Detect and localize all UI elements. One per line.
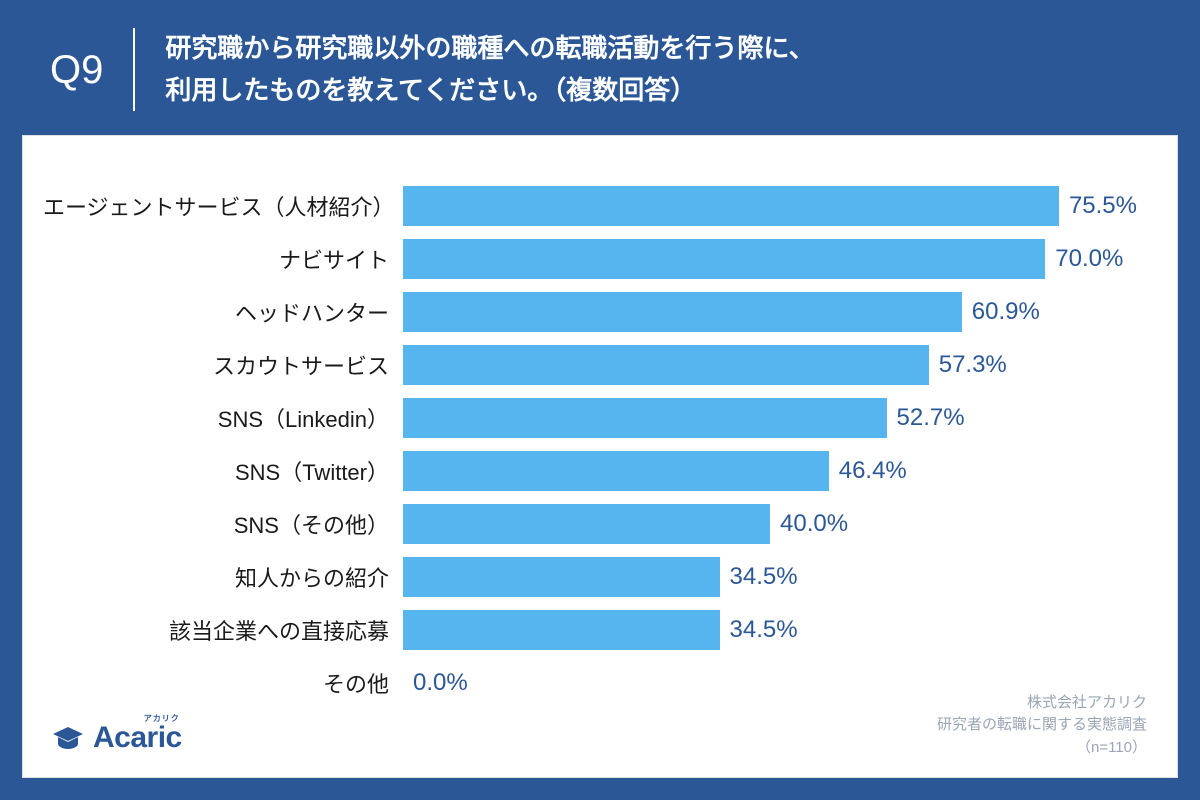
bar-fill: [403, 186, 1059, 226]
bar-row: エージェントサービス（人材紹介） 75.5%: [43, 186, 1137, 226]
bar-row: ヘッドハンター 60.9%: [43, 292, 1137, 332]
bar-row: SNS（Twitter） 46.4%: [43, 451, 1137, 491]
category-label: エージェントサービス（人材紹介）: [43, 190, 403, 222]
bar-fill: [403, 398, 887, 438]
logo-ruby: アカリク: [144, 713, 180, 724]
category-label: SNS（Twitter）: [43, 455, 403, 487]
bar-row: SNS（Linkedin） 52.7%: [43, 398, 1137, 438]
question-number: Q9: [50, 28, 135, 111]
bar-fill: [403, 504, 770, 544]
graduation-cap-icon: [51, 725, 85, 751]
bar-fill: [403, 239, 1045, 279]
question-header: Q9 研究職から研究職以外の職種への転職活動を行う際に、 利用したものを教えてく…: [0, 0, 1200, 135]
logo-text: Acaric アカリク: [93, 721, 182, 755]
bar-row: スカウトサービス 57.3%: [43, 345, 1137, 385]
bar-fill: [403, 345, 929, 385]
bar-chart: エージェントサービス（人材紹介） 75.5% ナビサイト 70.0% ヘッドハンター 60…: [43, 166, 1137, 703]
bar-track: 57.3%: [403, 345, 1137, 385]
bar-track: 40.0%: [403, 504, 1137, 544]
category-label: SNS（Linkedin）: [43, 402, 403, 434]
category-label: 知人からの紹介: [43, 561, 403, 593]
bar-track: 34.5%: [403, 557, 1137, 597]
chart-panel: エージェントサービス（人材紹介） 75.5% ナビサイト 70.0% ヘッドハンター 60…: [22, 135, 1178, 778]
bar-fill: [403, 557, 720, 597]
category-label: ヘッドハンター: [43, 296, 403, 328]
bar-track: 34.5%: [403, 610, 1137, 650]
value-label: 34.5%: [730, 616, 798, 644]
category-label: スカウトサービス: [43, 349, 403, 381]
brand-logo: Acaric アカリク: [51, 721, 182, 755]
bar-track: 70.0%: [403, 239, 1137, 279]
source-footer: 株式会社アカリク 研究者の転職に関する実態調査 （n=110）: [937, 692, 1147, 760]
bar-row: 該当企業への直接応募 34.5%: [43, 610, 1137, 650]
logo-main: Acaric: [93, 721, 182, 754]
value-label: 0.0%: [413, 669, 468, 697]
bar-fill: [403, 451, 829, 491]
category-label: SNS（その他）: [43, 508, 403, 540]
question-text: 研究職から研究職以外の職種への転職活動を行う際に、 利用したものを教えてください…: [165, 28, 814, 111]
bar-track: 46.4%: [403, 451, 1137, 491]
category-label: ナビサイト: [43, 243, 403, 275]
bar-row: 知人からの紹介 34.5%: [43, 557, 1137, 597]
category-label: その他: [43, 667, 403, 699]
category-label: 該当企業への直接応募: [43, 614, 403, 646]
bar-fill: [403, 292, 962, 332]
value-label: 60.9%: [972, 298, 1040, 326]
bar-track: 52.7%: [403, 398, 1137, 438]
value-label: 40.0%: [780, 510, 848, 538]
value-label: 75.5%: [1069, 192, 1137, 220]
bar-row: ナビサイト 70.0%: [43, 239, 1137, 279]
bar-track: 75.5%: [403, 186, 1137, 226]
bar-fill: [403, 610, 720, 650]
bar-track: 60.9%: [403, 292, 1137, 332]
value-label: 52.7%: [897, 404, 965, 432]
value-label: 34.5%: [730, 563, 798, 591]
value-label: 57.3%: [939, 351, 1007, 379]
bar-row: SNS（その他） 40.0%: [43, 504, 1137, 544]
value-label: 46.4%: [839, 457, 907, 485]
value-label: 70.0%: [1055, 245, 1123, 273]
chart-container: Q9 研究職から研究職以外の職種への転職活動を行う際に、 利用したものを教えてく…: [0, 0, 1200, 800]
